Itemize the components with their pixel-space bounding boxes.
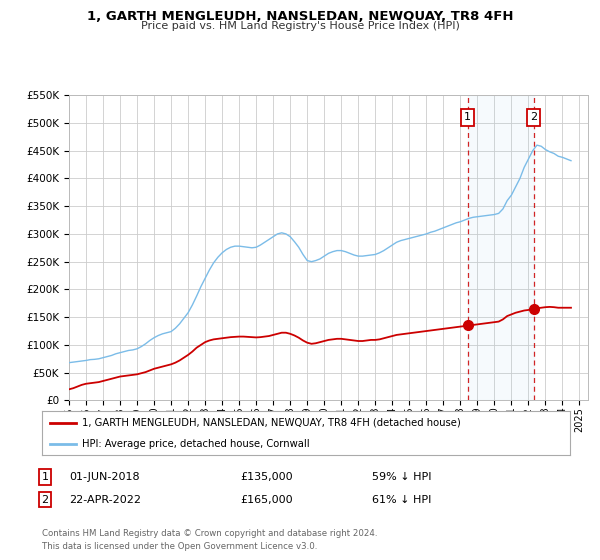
Text: 61% ↓ HPI: 61% ↓ HPI bbox=[372, 494, 431, 505]
Text: £165,000: £165,000 bbox=[240, 494, 293, 505]
Text: £135,000: £135,000 bbox=[240, 472, 293, 482]
Text: 2: 2 bbox=[530, 113, 537, 123]
Text: This data is licensed under the Open Government Licence v3.0.: This data is licensed under the Open Gov… bbox=[42, 542, 317, 551]
Text: 2: 2 bbox=[41, 494, 49, 505]
Text: Price paid vs. HM Land Registry's House Price Index (HPI): Price paid vs. HM Land Registry's House … bbox=[140, 21, 460, 31]
Text: 1: 1 bbox=[464, 113, 471, 123]
Text: 1, GARTH MENGLEUDH, NANSLEDAN, NEWQUAY, TR8 4FH: 1, GARTH MENGLEUDH, NANSLEDAN, NEWQUAY, … bbox=[87, 10, 513, 23]
Bar bbox=[467, 95, 534, 400]
Text: 22-APR-2022: 22-APR-2022 bbox=[69, 494, 141, 505]
Text: 1, GARTH MENGLEUDH, NANSLEDAN, NEWQUAY, TR8 4FH (detached house): 1, GARTH MENGLEUDH, NANSLEDAN, NEWQUAY, … bbox=[82, 418, 460, 428]
Text: 59% ↓ HPI: 59% ↓ HPI bbox=[372, 472, 431, 482]
Text: HPI: Average price, detached house, Cornwall: HPI: Average price, detached house, Corn… bbox=[82, 439, 309, 449]
Text: Contains HM Land Registry data © Crown copyright and database right 2024.: Contains HM Land Registry data © Crown c… bbox=[42, 529, 377, 538]
Text: 1: 1 bbox=[41, 472, 49, 482]
Text: 01-JUN-2018: 01-JUN-2018 bbox=[69, 472, 140, 482]
